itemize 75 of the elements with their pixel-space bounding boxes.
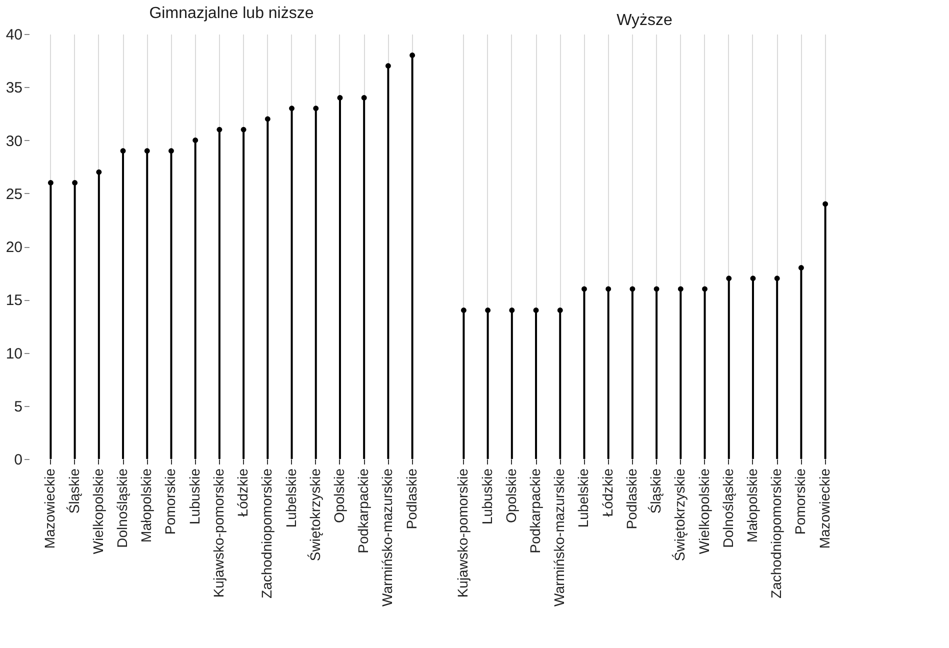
y-tick-label: 25 bbox=[6, 186, 22, 203]
point bbox=[96, 169, 102, 175]
y-tick-label: 15 bbox=[6, 292, 22, 310]
x-tick-label: Małopolskie bbox=[744, 468, 760, 542]
x-tick-label: Lubelskie bbox=[282, 468, 299, 528]
x-tick-label: Lubelskie bbox=[575, 468, 592, 528]
point bbox=[726, 276, 732, 282]
x-tick-label: Podkarpackie bbox=[527, 468, 544, 554]
x-tick-label: Podkarpackie bbox=[355, 468, 372, 554]
point bbox=[654, 286, 660, 292]
x-tick-label: Pomorskie bbox=[792, 468, 808, 535]
x-tick-label: Kujawsko-pomorskie bbox=[454, 468, 471, 598]
point bbox=[460, 308, 466, 313]
x-tick-label: Wielkopolskie bbox=[696, 468, 712, 554]
point bbox=[337, 95, 343, 100]
point bbox=[485, 308, 491, 313]
point bbox=[533, 308, 539, 313]
x-tick-label: Opolskie bbox=[330, 468, 347, 523]
point bbox=[168, 148, 174, 154]
y-tick-label: 35 bbox=[6, 80, 22, 97]
y-tick-label: 5 bbox=[14, 398, 22, 416]
y-tick-label: 20 bbox=[6, 239, 22, 256]
point bbox=[410, 52, 416, 58]
x-tick-label: Podlaskie bbox=[623, 468, 640, 530]
point bbox=[289, 106, 295, 112]
point bbox=[581, 286, 587, 292]
point bbox=[72, 180, 78, 186]
point bbox=[313, 106, 319, 112]
point bbox=[361, 95, 367, 100]
point bbox=[774, 276, 780, 282]
x-tick-label: Zachodniopomorskie bbox=[768, 468, 784, 598]
x-tick-label: Mazowieckie bbox=[42, 468, 58, 549]
x-tick-label: Warmińsko-mazurskie bbox=[379, 468, 396, 606]
y-tick-label: 10 bbox=[6, 345, 22, 362]
y-tick-label: 40 bbox=[6, 26, 22, 44]
x-tick-label: Mazowieckie bbox=[816, 468, 832, 549]
x-tick-label: Warmińsko-mazurskie bbox=[551, 468, 568, 606]
x-tick-label: Łódzkie bbox=[234, 468, 251, 517]
x-tick-label: Dolnośląskie bbox=[720, 468, 736, 548]
x-tick-label: Podlaskie bbox=[403, 468, 420, 530]
point bbox=[264, 116, 270, 122]
x-tick-label: Lubuskie bbox=[186, 468, 202, 525]
point bbox=[702, 286, 708, 292]
x-tick-label: Zachodniopomorskie bbox=[258, 468, 275, 598]
point bbox=[509, 308, 515, 313]
x-tick-label: Pomorskie bbox=[162, 468, 178, 535]
point bbox=[216, 126, 222, 132]
point bbox=[822, 201, 828, 207]
point bbox=[192, 138, 198, 143]
point bbox=[557, 308, 563, 313]
y-tick-label: 0 bbox=[14, 452, 22, 468]
x-tick-label: Opolskie bbox=[502, 468, 519, 523]
chart-title: Wyższe bbox=[616, 12, 673, 29]
point bbox=[120, 148, 126, 154]
x-tick-label: Kujawsko-pomorskie bbox=[210, 468, 226, 598]
x-tick-label: Wielkopolskie bbox=[90, 468, 106, 554]
point bbox=[750, 276, 756, 282]
x-tick-label: Dolnośląskie bbox=[114, 468, 130, 548]
x-tick-label: Świętokrzyskie bbox=[672, 468, 688, 562]
x-tick-label: Łódzkie bbox=[599, 468, 616, 517]
point bbox=[144, 148, 150, 154]
x-tick-label: Świętokrzyskie bbox=[306, 468, 323, 562]
x-tick-label: Śląskie bbox=[648, 468, 664, 514]
x-tick-label: Lubuskie bbox=[478, 468, 495, 525]
x-tick-label: Śląskie bbox=[66, 468, 82, 514]
y-tick-label: 30 bbox=[6, 132, 22, 150]
point bbox=[798, 265, 804, 270]
point bbox=[630, 286, 636, 292]
point bbox=[678, 286, 684, 292]
x-tick-label: Małopolskie bbox=[138, 468, 154, 542]
chart-title: Gimnazjalne lub niższe bbox=[149, 5, 314, 22]
point bbox=[606, 286, 612, 292]
point bbox=[240, 126, 246, 132]
point bbox=[385, 63, 391, 69]
point bbox=[48, 180, 54, 186]
